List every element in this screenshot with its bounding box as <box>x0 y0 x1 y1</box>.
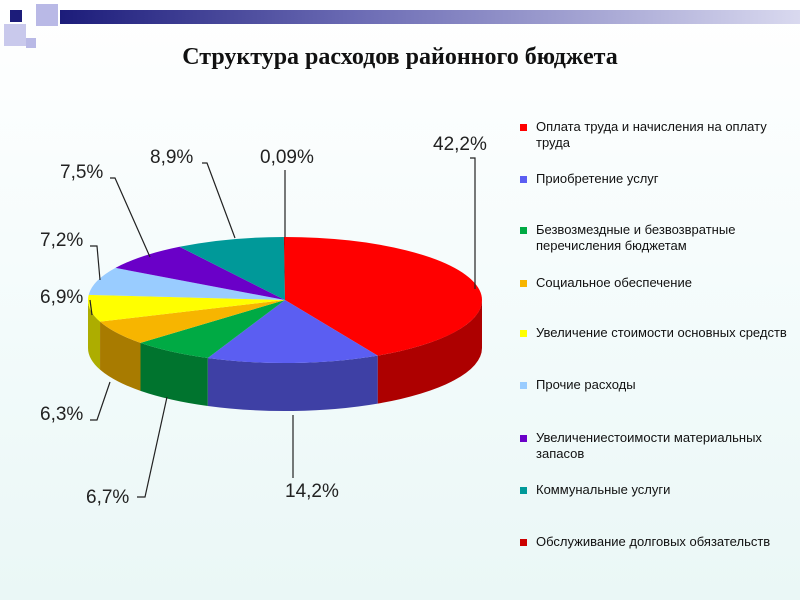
data-label-0: 42,2% <box>433 134 487 155</box>
legend-label: Обслуживание долговых обязательств <box>536 534 771 549</box>
data-label-7: 8,9% <box>150 147 193 168</box>
leader-line-4 <box>89 299 93 316</box>
data-label-4: 6,9% <box>40 287 83 308</box>
leader-line-2 <box>137 396 168 498</box>
pie-slice-side-3 <box>100 321 141 391</box>
pie-slice-4 <box>88 294 285 322</box>
pie-slice-5 <box>88 267 285 300</box>
legend-item: Оплата труда и начисления на оплату труд… <box>520 119 790 151</box>
legend-swatch <box>520 487 527 494</box>
legend-swatch <box>520 330 527 337</box>
legend-swatch <box>520 382 527 389</box>
legend-label: Увеличениестоимости материальных запасов <box>536 430 762 461</box>
legend-item: Увеличениестоимости материальных запасов <box>520 430 790 462</box>
legend-swatch <box>520 176 527 183</box>
pie-slice-2 <box>140 300 285 358</box>
legend-item: Безвозмездные и безвозвратные перечислен… <box>520 222 790 254</box>
header-gradient-bar <box>60 10 800 24</box>
data-label-5: 7,2% <box>40 230 83 251</box>
legend-swatch <box>520 227 527 234</box>
leader-line-7 <box>202 162 236 239</box>
pie-slice-side-0 <box>377 300 482 404</box>
pie-slice-side-2 <box>140 342 208 406</box>
legend-label: Прочие расходы <box>536 377 636 392</box>
corner-square-small <box>26 38 36 48</box>
legend-swatch <box>520 280 527 287</box>
legend-item: Социальное обеспечение <box>520 275 790 291</box>
legend-label: Коммунальные услуги <box>536 482 671 497</box>
corner-square-navy <box>10 10 22 22</box>
data-label-2: 6,7% <box>86 487 129 508</box>
legend-item: Обслуживание долговых обязательств <box>520 534 790 550</box>
data-label-3: 6,3% <box>40 404 83 425</box>
legend-swatch <box>520 539 527 546</box>
legend-label: Социальное обеспечение <box>536 275 692 290</box>
corner-square-lavender <box>4 24 26 46</box>
legend-item: Прочие расходы <box>520 377 790 393</box>
legend-label: Приобретение услуг <box>536 171 659 186</box>
leader-line-0 <box>470 157 476 289</box>
legend-label: Увеличение стоимости основных средств <box>536 325 787 340</box>
data-label-8: 0,09% <box>260 147 314 168</box>
leader-line-3 <box>90 381 111 421</box>
legend-swatch <box>520 124 527 131</box>
legend-item: Увеличение стоимости основных средств <box>520 325 790 341</box>
pie-slice-8 <box>283 237 285 300</box>
legend-swatch <box>520 435 527 442</box>
leader-line-5 <box>90 245 101 281</box>
legend-item: Приобретение услуг <box>520 171 790 187</box>
leader-line-6 <box>110 177 151 258</box>
pie-slice-0 <box>285 237 483 356</box>
pie-slice-7 <box>179 237 285 300</box>
chart-title: Структура расходов районного бюджета <box>182 44 618 70</box>
pie-slice-6 <box>115 246 286 300</box>
corner-square-lavender <box>36 4 58 26</box>
pie-slice-side-1 <box>207 355 378 411</box>
pie-slice-side-4 <box>88 300 101 370</box>
data-label-6: 7,5% <box>60 162 103 183</box>
legend-label: Безвозмездные и безвозвратные перечислен… <box>536 222 736 253</box>
pie-slice-1 <box>207 300 378 363</box>
data-label-1: 14,2% <box>285 481 339 502</box>
legend-label: Оплата труда и начисления на оплату труд… <box>536 119 767 150</box>
legend-item: Коммунальные услуги <box>520 482 790 498</box>
pie-slice-3 <box>100 300 285 343</box>
